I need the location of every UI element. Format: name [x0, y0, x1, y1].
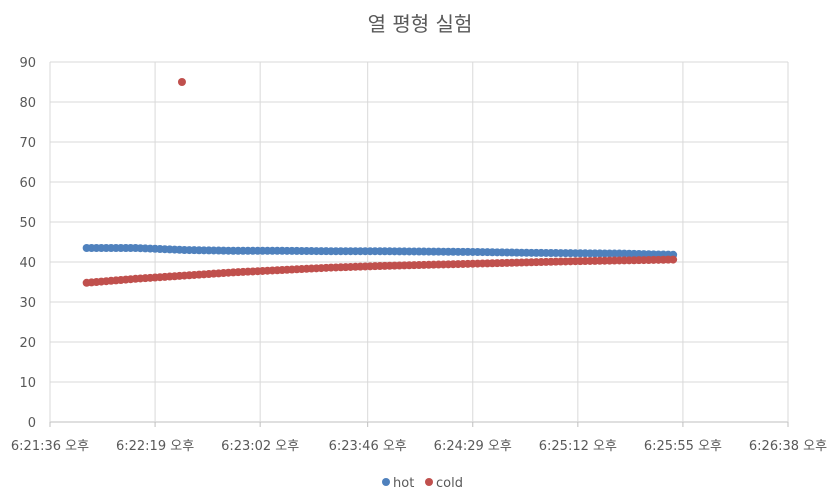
- series-hot: [82, 244, 678, 259]
- y-tick-label: 10: [19, 376, 36, 391]
- legend-marker-cold: [425, 478, 433, 486]
- y-tick-label: 60: [19, 176, 36, 191]
- x-tick-label: 6:23:46 오후: [329, 439, 407, 454]
- x-tick-label: 6:23:02 오후: [221, 439, 299, 454]
- y-tick-label: 90: [19, 56, 36, 71]
- x-tick-label: 6:24:29 오후: [434, 439, 512, 454]
- y-tick-label: 40: [19, 256, 36, 271]
- cold-data-point: [669, 255, 678, 264]
- x-tick-label: 6:21:36 오후: [11, 439, 89, 454]
- y-tick-label: 20: [19, 336, 36, 351]
- x-tick-label: 6:22:19 오후: [116, 439, 194, 454]
- y-tick-label: 80: [19, 96, 36, 111]
- y-tick-label: 70: [19, 136, 36, 151]
- x-tick-label: 6:26:38 오후: [749, 439, 827, 454]
- y-tick-label: 0: [28, 416, 36, 431]
- legend: hot cold: [382, 476, 463, 491]
- series-cold: [82, 78, 678, 287]
- legend-marker-hot: [382, 478, 390, 486]
- legend-label-cold: cold: [436, 476, 463, 491]
- y-tick-label: 50: [19, 216, 36, 231]
- legend-label-hot: hot: [393, 476, 414, 491]
- cold-outlier-point: [177, 78, 186, 86]
- x-tick-label: 6:25:55 오후: [644, 439, 722, 454]
- chart-title: 열 평형 실험: [367, 12, 473, 36]
- x-tick-label: 6:25:12 오후: [539, 439, 617, 454]
- y-tick-label: 30: [19, 296, 36, 311]
